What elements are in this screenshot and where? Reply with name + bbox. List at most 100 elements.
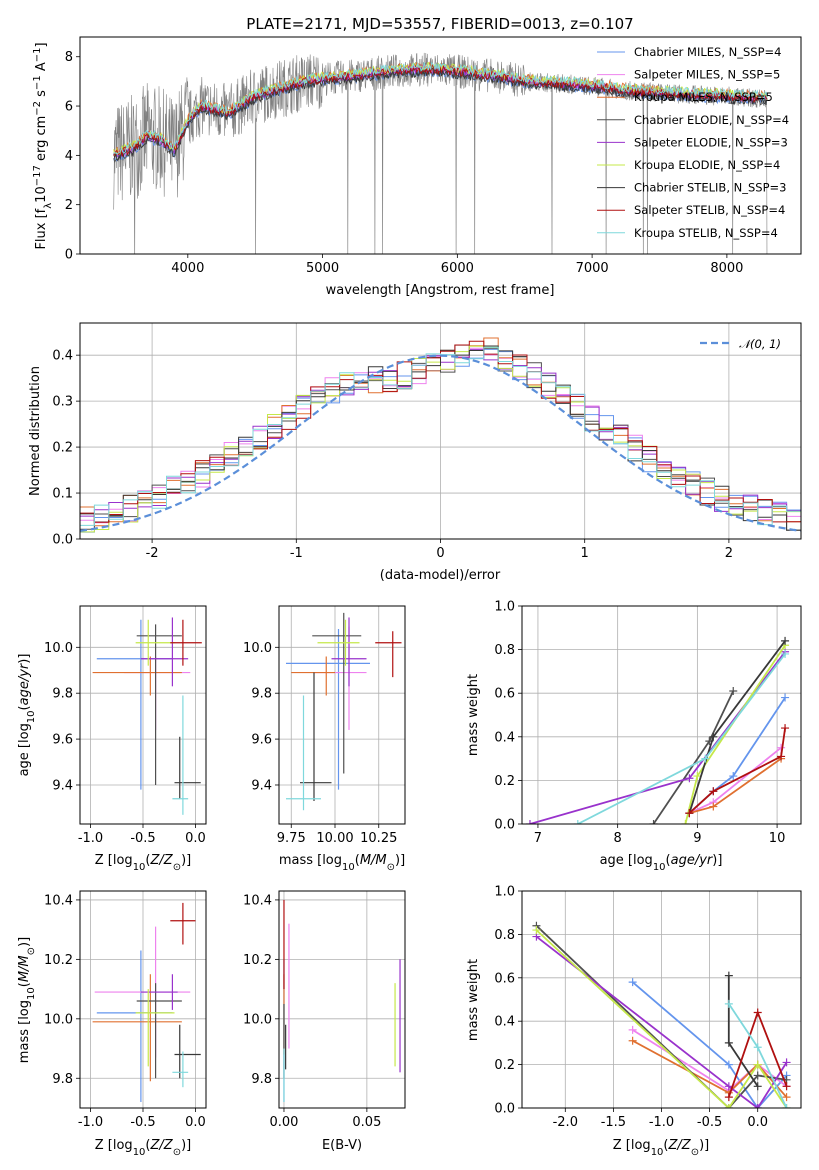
mass-weight-marker	[782, 1104, 791, 1108]
mass-weight-marker	[782, 1082, 791, 1091]
x-tick-label: 0.0	[185, 831, 206, 846]
plot-area	[113, 52, 768, 254]
age-vs-mass-panel: 9.75 10.00 10.25 9.4 9.6 9.8 10.0 mass [log10(M…	[243, 605, 406, 873]
legend-label: Chabrier MILES, N_SSP=4	[634, 45, 781, 59]
mass-weight-marker	[628, 1036, 637, 1045]
y-tick-label: 10.0	[243, 641, 272, 656]
x-tick-label: 0.0	[747, 1115, 768, 1130]
mass-weight-marker	[724, 1038, 733, 1047]
x-tick-label: 8000	[710, 261, 743, 276]
y-axis-label: age [log10(age/yr)]	[17, 654, 37, 777]
y-tick-label: 9.8	[251, 687, 272, 702]
x-axis-label: mass [log10(M/M⊙)]	[279, 853, 405, 873]
mass-weight-marker	[782, 1093, 791, 1102]
x-tick-label: 0	[436, 546, 444, 561]
x-tick-label: 2	[725, 546, 733, 561]
plot-area	[92, 617, 202, 815]
x-tick-label: 8	[614, 831, 622, 846]
x-tick-label: -1	[290, 546, 303, 561]
y-tick-label: 1.0	[494, 885, 515, 900]
mass-weight-marker	[724, 1093, 733, 1102]
mass-weight-marker	[525, 820, 534, 824]
x-tick-label: 1	[581, 546, 589, 561]
y-tick-label: 9.4	[251, 778, 272, 793]
y-tick-label: 0.1	[52, 487, 73, 502]
y-tick-label: 0.3	[52, 395, 73, 410]
legend-label: Kroupa ELODIE, N_SSP=4	[634, 158, 780, 172]
y-tick-label: 2	[65, 198, 73, 213]
mass-weight-marker	[693, 772, 702, 781]
mass-weight-marker	[729, 687, 738, 696]
plot-area	[92, 902, 201, 1103]
y-tick-label: 0.8	[494, 928, 515, 943]
residual-histogram-panel: -2 -1 0 1 2 0.0 0.1 0.2 0.3 0.4 𝒩(0, 1) (data-model…	[28, 322, 802, 583]
mass-weight-vs-age-panel: 7 8 9 10 0.0 0.2 0.4 0.6 0.8 1.0 age [log10(age/yr…	[466, 600, 802, 873]
y-tick-label: 9.4	[52, 778, 73, 793]
legend-label: Salpeter STELIB, N_SSP=4	[634, 203, 785, 217]
age-vs-metallicity-panel: -1.0 -0.5 0.0 9.4 9.6 9.8 10.0 Z [log10(Z/Z⊙)] a…	[17, 605, 207, 873]
x-tick-label: -1.0	[78, 1115, 103, 1130]
y-tick-label: 10.0	[44, 1012, 73, 1027]
y-tick-label: 9.8	[251, 1072, 272, 1087]
grid-lines	[80, 891, 206, 1108]
x-tick-label: 10.25	[360, 831, 397, 846]
legend-label: Kroupa STELIB, N_SSP=4	[634, 226, 778, 240]
y-tick-label: 0.4	[52, 349, 73, 364]
legend-label: Chabrier STELIB, N_SSP=3	[634, 181, 786, 195]
mass-weight-marker	[724, 1060, 733, 1069]
x-tick-label: 10.00	[316, 831, 353, 846]
x-tick-label: -1.0	[649, 1115, 674, 1130]
mass-weight-marker	[777, 752, 786, 761]
axes-frame	[79, 605, 207, 825]
mass-weight-marker	[724, 971, 733, 980]
mass-weight-marker	[685, 774, 694, 783]
mass-weight-marker	[782, 1058, 791, 1067]
y-tick-label: 0.2	[494, 774, 515, 789]
model-spectrum-line	[113, 61, 768, 155]
legend-label: Kroupa MILES, N_SSP=5	[634, 90, 773, 104]
y-tick-label: 10.0	[44, 641, 73, 656]
axes-frame	[79, 36, 802, 255]
histogram-step-line	[80, 346, 801, 526]
legend-label: Chabrier ELODIE, N_SSP=4	[634, 113, 789, 127]
y-tick-label: 10.0	[243, 1012, 272, 1027]
mass-weight-marker	[628, 978, 637, 987]
plot-area	[283, 899, 401, 1103]
y-tick-label: 0.0	[494, 1102, 515, 1117]
mass-weight-marker	[781, 649, 790, 658]
mass-weight-marker	[729, 772, 738, 781]
y-tick-label: 0.6	[494, 971, 515, 986]
mass-weight-marker	[681, 820, 690, 824]
x-tick-label: 7000	[576, 261, 609, 276]
axes-frame	[79, 890, 207, 1109]
y-tick-label: 6	[65, 100, 73, 115]
y-axis-label: Flux [fλ10−17 erg cm−2 s−1 A−1]	[32, 42, 54, 249]
panel-title: PLATE=2171, MJD=53557, FIBERID=0013, z=0…	[246, 15, 633, 33]
legend-label: 𝒩(0, 1)	[739, 337, 781, 351]
x-tick-label: -1.0	[78, 831, 103, 846]
y-axis-label: mass weight	[466, 959, 481, 1041]
y-tick-label: 0.6	[494, 687, 515, 702]
mass-weight-marker	[724, 1104, 733, 1108]
mass-weight-vs-metallicity-panel: -2.0 -1.5 -1.0 -0.5 0.0 0.0 0.2 0.4 0.6 0.8 1.0 Z […	[466, 885, 802, 1158]
legend-label: Salpeter MILES, N_SSP=5	[634, 68, 780, 82]
x-tick-label: 9.75	[277, 831, 306, 846]
y-tick-label: 0.4	[494, 1015, 515, 1030]
y-axis-label: mass weight	[466, 674, 481, 756]
grid-lines	[279, 606, 405, 824]
x-tick-label: 9	[693, 831, 701, 846]
mass-weight-marker	[753, 1071, 762, 1080]
y-tick-label: 0.0	[52, 533, 73, 548]
spectrum-panel: 4000 5000 6000 7000 8000 0 2 4 6 8 Chabrier MILES,…	[32, 36, 802, 298]
y-tick-label: 0	[65, 248, 73, 263]
plot-area	[286, 612, 402, 811]
y-tick-label: 10.2	[243, 953, 272, 968]
normal-distribution-line	[80, 354, 801, 532]
y-tick-label: 10.2	[44, 953, 73, 968]
axes-frame	[521, 890, 802, 1109]
x-axis-label: Z [log10(Z/Z⊙)]	[95, 853, 192, 873]
x-tick-label: 0.00	[269, 1115, 298, 1130]
x-tick-label: 0.05	[352, 1115, 381, 1130]
